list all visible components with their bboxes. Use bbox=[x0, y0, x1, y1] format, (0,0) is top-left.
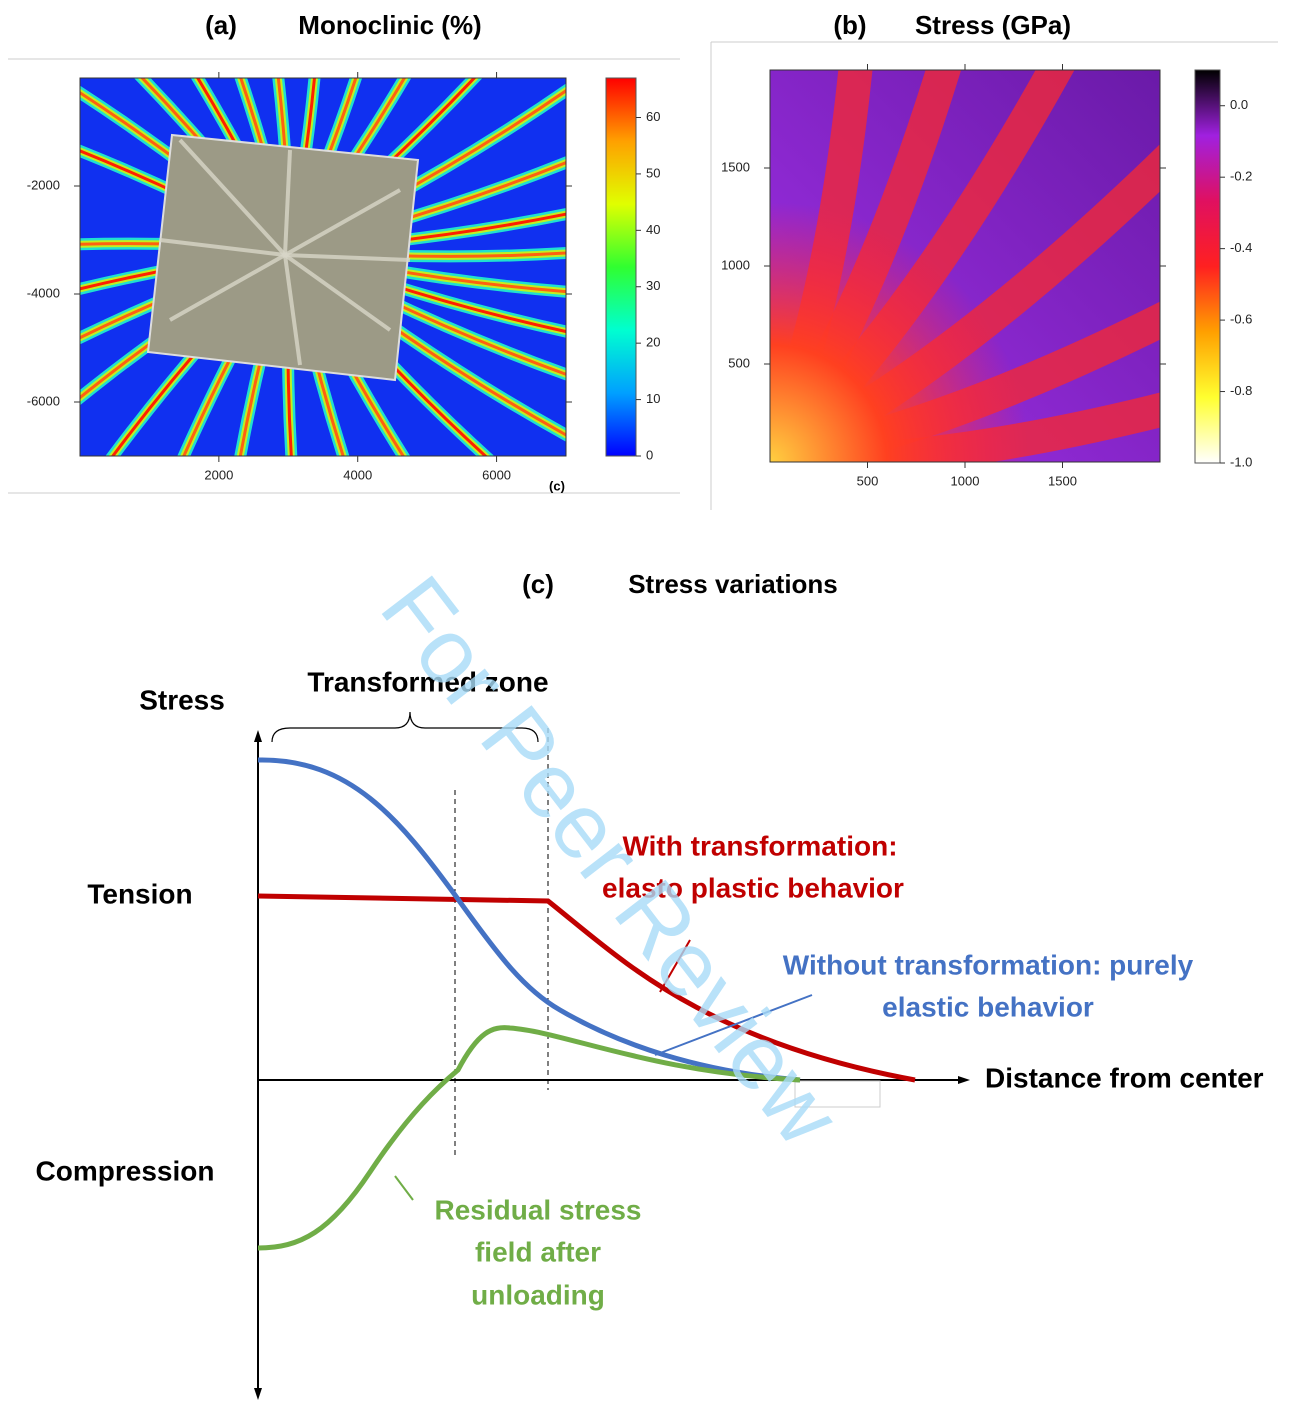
panel-title: Stress (GPa) bbox=[915, 10, 1071, 40]
curve-label: unloading bbox=[471, 1279, 605, 1310]
axes bbox=[257, 740, 960, 1392]
y-tick-label: 500 bbox=[728, 355, 750, 370]
y-tick-label: -4000 bbox=[27, 285, 60, 300]
curve-label: elasto plastic behavior bbox=[602, 872, 904, 903]
panel-label: (c) bbox=[522, 569, 554, 599]
arrow-head bbox=[958, 1076, 970, 1084]
tension-label: Tension bbox=[87, 878, 192, 909]
curve bbox=[257, 757, 801, 1083]
colorbar-tick-label: 0.0 bbox=[1230, 97, 1248, 112]
heatmap-b-image bbox=[770, 70, 1160, 462]
colorbar-tick-label: 10 bbox=[646, 391, 660, 406]
colorbar-tick-label: -0.8 bbox=[1230, 383, 1252, 398]
brace bbox=[271, 711, 539, 743]
micrograph-vein bbox=[284, 188, 401, 257]
annotation: (c) bbox=[549, 478, 565, 493]
colorbar-tick-label: 40 bbox=[646, 222, 660, 237]
colorbar-tick-label: 60 bbox=[646, 109, 660, 124]
compression-label: Compression bbox=[36, 1155, 215, 1186]
micrograph-vein bbox=[169, 253, 286, 322]
colorbar-tick-label: 50 bbox=[646, 165, 660, 180]
x-tick-label: 500 bbox=[857, 473, 879, 488]
x-tick-label: 6000 bbox=[482, 467, 511, 482]
micrograph-vein bbox=[283, 254, 302, 366]
micrograph-vein bbox=[283, 149, 292, 256]
colorbar-tick-label: -0.6 bbox=[1230, 312, 1252, 327]
micrograph-vein bbox=[284, 253, 411, 262]
colorbar bbox=[1194, 69, 1221, 464]
x-tick-label: 1500 bbox=[1048, 473, 1077, 488]
y-axis-label: Stress bbox=[139, 684, 225, 715]
micrograph-vein bbox=[159, 238, 286, 257]
colorbar bbox=[605, 77, 637, 457]
leader-line bbox=[394, 1175, 414, 1201]
panel-title: Monoclinic (%) bbox=[298, 10, 481, 40]
heatmap-a-image bbox=[80, 78, 566, 456]
curve-label: elastic behavior bbox=[882, 991, 1094, 1022]
curve-label: field after bbox=[475, 1236, 601, 1267]
y-tick-label: -2000 bbox=[27, 177, 60, 192]
x-axis-label: Distance from center bbox=[985, 1062, 1264, 1093]
arrow-head bbox=[254, 1388, 262, 1400]
colorbar-tick-label: 20 bbox=[646, 335, 660, 350]
curve-label: Residual stress bbox=[435, 1194, 642, 1225]
curves: With transformation: elasto plastic behav… bbox=[257, 757, 1194, 1310]
x-tick-label: 4000 bbox=[343, 467, 372, 482]
y-tick-label: 1500 bbox=[721, 159, 750, 174]
brace-label: Transformed zone bbox=[307, 666, 548, 697]
panel-title: Stress variations bbox=[628, 569, 838, 599]
leader-line bbox=[659, 939, 691, 993]
y-tick-label: 1000 bbox=[721, 257, 750, 272]
colorbar-tick-label: -1.0 bbox=[1230, 454, 1252, 469]
hot-corner bbox=[770, 200, 1030, 462]
field bbox=[80, 78, 566, 456]
leader-line bbox=[654, 994, 813, 1056]
colorbar-tick-label: -0.2 bbox=[1230, 169, 1252, 184]
field bbox=[770, 70, 1160, 462]
micrograph-vein bbox=[178, 138, 287, 257]
x-tick-label: 2000 bbox=[204, 467, 233, 482]
curve-label: Without transformation: purely bbox=[783, 949, 1194, 980]
curve-label: With transformation: bbox=[622, 830, 897, 861]
plot-frame bbox=[79, 77, 567, 457]
panel-label: (b) bbox=[833, 10, 866, 40]
micrograph-vein bbox=[283, 253, 392, 332]
panel-label: (a) bbox=[205, 10, 237, 40]
x-tick-label: 1000 bbox=[951, 473, 980, 488]
blank-box bbox=[794, 1080, 881, 1108]
arrow-head bbox=[254, 730, 262, 742]
colorbar-tick-label: 30 bbox=[646, 278, 660, 293]
y-tick-label: -6000 bbox=[27, 393, 60, 408]
colorbar-tick-label: -0.4 bbox=[1230, 240, 1252, 255]
curve bbox=[257, 893, 916, 1083]
colorbar-tick-label: 0 bbox=[646, 447, 653, 462]
curve bbox=[257, 1025, 801, 1251]
